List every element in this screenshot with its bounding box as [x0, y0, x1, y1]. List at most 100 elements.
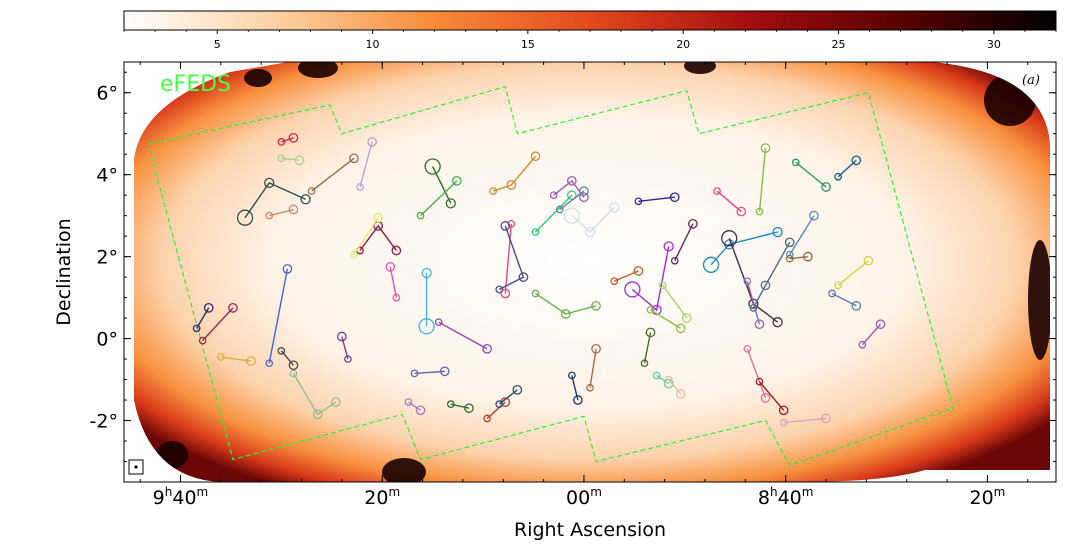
- group-link: [640, 327, 656, 368]
- group-link: [743, 277, 765, 330]
- group-link: [749, 237, 795, 312]
- group-member-marker: [367, 137, 377, 147]
- group-member-marker: [495, 400, 504, 408]
- group-link-line: [504, 223, 513, 294]
- group-link: [785, 251, 813, 263]
- group-member-marker: [681, 313, 692, 323]
- group-member-marker: [356, 183, 364, 191]
- group-member-marker: [736, 206, 747, 217]
- group-member-marker: [579, 186, 589, 196]
- group-link: [658, 281, 692, 323]
- group-member-marker: [755, 377, 764, 386]
- group-link: [356, 137, 377, 191]
- group-member-marker: [192, 324, 201, 333]
- group-member-marker: [555, 205, 564, 214]
- group-link: [350, 212, 384, 259]
- group-member-marker: [645, 327, 656, 338]
- colorbar-tick-label: 20: [676, 38, 690, 51]
- group-link: [664, 375, 686, 399]
- group-member-marker: [506, 180, 517, 190]
- group-member-marker: [277, 347, 286, 355]
- group-link: [416, 175, 462, 220]
- group-link: [307, 153, 359, 195]
- group-member-marker: [633, 266, 644, 276]
- group-member-marker: [330, 397, 341, 407]
- group-member-marker: [675, 323, 686, 334]
- group-link-line: [438, 321, 488, 350]
- group-member-marker: [748, 298, 759, 309]
- colorbar-tick-label: 5: [214, 38, 221, 51]
- group-link: [828, 289, 862, 311]
- group-member-marker: [669, 192, 680, 203]
- group-member-marker: [785, 254, 794, 263]
- group-member-marker: [265, 211, 274, 220]
- group-member-marker: [434, 318, 443, 327]
- group-member-marker: [670, 256, 679, 265]
- group-link-line: [571, 206, 615, 234]
- x-axis-label: Right Ascension: [514, 519, 666, 541]
- group-member-marker: [482, 343, 492, 354]
- group-link-line: [746, 348, 767, 399]
- group-link: [434, 318, 492, 354]
- group-member-marker: [760, 143, 771, 153]
- x-tick-label: 8h40m: [758, 485, 814, 509]
- group-member-marker: [531, 228, 540, 236]
- group-member-marker: [821, 413, 831, 424]
- group-link-line: [758, 381, 785, 411]
- group-member-marker: [688, 219, 698, 229]
- group-member-marker: [560, 309, 571, 319]
- group-link-line: [631, 246, 670, 312]
- group-member-marker: [294, 155, 305, 166]
- group-member-marker: [289, 369, 298, 378]
- group-member-marker: [446, 400, 455, 408]
- group-link: [586, 343, 601, 392]
- y-tick-label: 2°: [96, 247, 118, 269]
- group-member-marker: [760, 393, 771, 403]
- group-member-marker: [282, 264, 293, 274]
- group-member-marker: [421, 267, 432, 279]
- group-member-marker: [300, 194, 311, 205]
- group-link: [755, 377, 789, 416]
- group-link: [743, 344, 771, 403]
- group-link-line: [432, 166, 452, 204]
- group-link: [265, 204, 299, 220]
- group-member-marker: [803, 251, 813, 262]
- group-member-marker: [216, 353, 225, 361]
- group-member-marker: [507, 220, 516, 228]
- colorbar-ticks: 5 10 15 20 25 30: [123, 30, 1057, 51]
- group-member-marker: [385, 262, 396, 272]
- group-member-marker: [452, 175, 462, 186]
- group-link-line: [746, 281, 761, 325]
- group-link-line: [650, 309, 682, 329]
- colorbar-tick-label: 25: [832, 38, 846, 51]
- group-link-line: [758, 147, 767, 212]
- x-tick-label: 20m: [969, 485, 1005, 509]
- group-link: [563, 202, 620, 238]
- group-member-marker: [858, 340, 867, 349]
- axes-frame: [123, 61, 1057, 483]
- group-member-marker: [754, 319, 765, 330]
- group-member-marker: [658, 281, 667, 290]
- group-member-marker: [640, 359, 649, 368]
- colorbar-tick-label: 10: [366, 38, 380, 51]
- group-link: [779, 413, 831, 427]
- group-link-line: [408, 401, 421, 411]
- group-member-marker: [652, 371, 661, 380]
- group-link: [858, 319, 886, 349]
- group-member-marker: [609, 202, 620, 213]
- group-link: [404, 398, 426, 416]
- group-member-marker: [772, 317, 783, 328]
- group-member-marker: [307, 187, 316, 195]
- group-link: [446, 400, 474, 414]
- group-member-marker: [851, 300, 862, 311]
- group-member-marker: [416, 211, 425, 220]
- group-link: [834, 255, 874, 290]
- group-link: [624, 241, 674, 316]
- group-member-marker: [264, 177, 275, 189]
- group-link-line: [589, 348, 597, 388]
- group-member-marker: [373, 212, 384, 223]
- group-member-marker: [288, 204, 299, 215]
- group-link-line: [837, 260, 869, 286]
- group-member-marker: [203, 303, 214, 313]
